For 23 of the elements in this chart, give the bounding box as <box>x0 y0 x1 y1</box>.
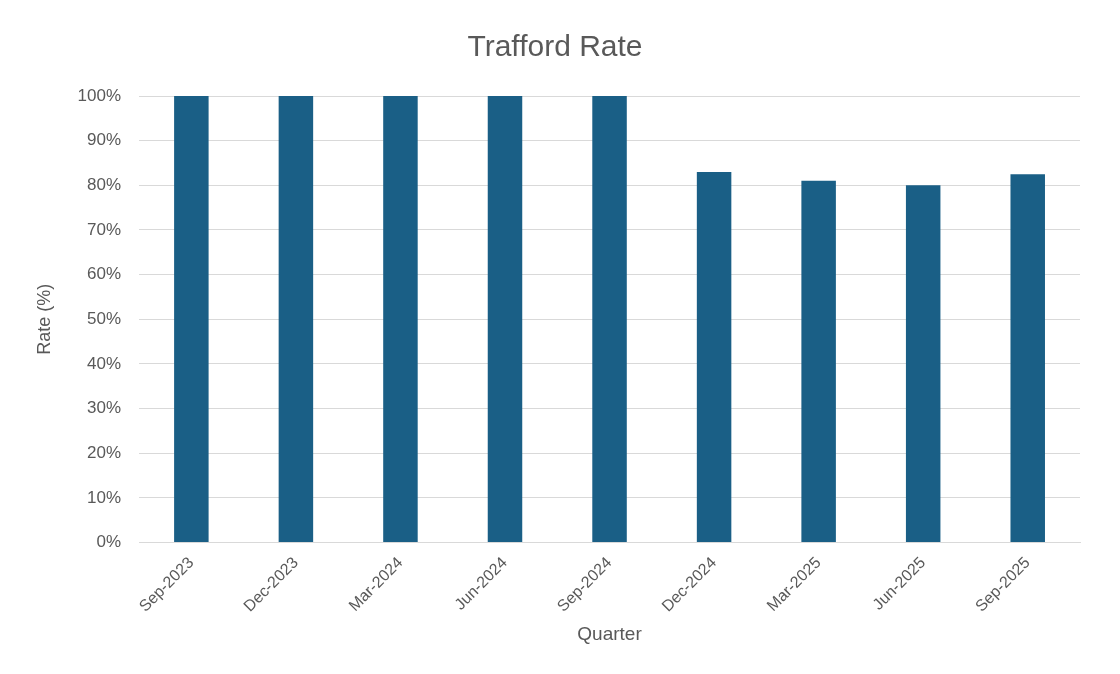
bar <box>383 96 418 543</box>
bar <box>801 180 836 543</box>
y-tick-label: 90% <box>87 130 122 150</box>
y-tick-label: 40% <box>87 353 122 373</box>
bar <box>905 185 941 543</box>
y-tick-label: 30% <box>87 398 122 418</box>
bar <box>696 171 732 543</box>
bar <box>592 96 627 543</box>
y-tick-label: 80% <box>87 175 122 194</box>
bar <box>1010 174 1045 543</box>
y-axis-title: Rate (%) <box>33 283 54 355</box>
y-tick-label: 0% <box>96 532 122 552</box>
bar <box>487 96 523 543</box>
y-tick-label: 100% <box>77 85 122 105</box>
y-tick-label: 60% <box>87 264 122 284</box>
y-tick-label: 50% <box>87 308 122 328</box>
y-tick-label: 20% <box>87 442 122 462</box>
chart-title: Trafford Rate <box>467 29 643 63</box>
bar <box>174 96 209 543</box>
y-tick-label: 10% <box>87 487 122 507</box>
y-tick-label: 70% <box>87 219 122 239</box>
x-axis-title: Quarter <box>577 622 643 644</box>
bar <box>278 96 314 543</box>
